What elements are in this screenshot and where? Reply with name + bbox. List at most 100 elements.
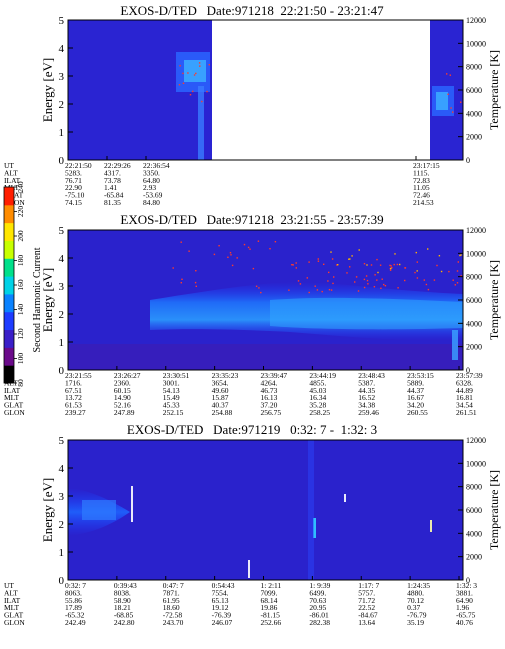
temperature-dot (370, 264, 373, 266)
colorbar-cell (4, 311, 14, 331)
temperature-dot (180, 241, 182, 243)
temperature-dot (351, 255, 353, 257)
colorbar-label: Second Harmonic Current (32, 247, 43, 352)
orbit-row-label: GLON (4, 198, 25, 207)
panel-2-ylabel: Energy [eV] (40, 268, 55, 332)
panel-3-spike-4 (344, 494, 346, 502)
orbit-value: 37.20 (261, 401, 278, 410)
orbit-value: -65.84 (104, 191, 124, 200)
temperature-dot (438, 255, 441, 257)
temperature-dot (450, 107, 452, 109)
colorbar-cell (4, 187, 14, 206)
colorbar-tick-label: 100 (16, 353, 25, 365)
temperature-dot (179, 65, 181, 67)
orbit-value: -65.32 (65, 611, 85, 620)
temperature-dot (330, 251, 332, 253)
panel-3-plot: 0 1 2 3 4 5 0 2000 4000 6000 8000 10000 12000 (59, 435, 487, 587)
orbit-value: 2.93 (143, 183, 156, 192)
energy-tick-label: 0 (59, 155, 65, 167)
temperature-tick-label: 2000 (466, 553, 482, 562)
orbit-value: 8063. (65, 588, 82, 597)
orbit-value: 44.37 (407, 386, 424, 395)
temperature-dot (365, 275, 368, 277)
orbit-value: 70.12 (407, 596, 424, 605)
orbit-value: 23:44:19 (309, 371, 336, 380)
panel-3-spike-1 (131, 486, 133, 522)
orbit-value: 6328. (456, 378, 473, 387)
orbit-value: 68.14 (261, 596, 278, 605)
orbit-value: 5757. (358, 588, 375, 597)
temperature-dot (456, 282, 459, 284)
temperature-dot (390, 267, 392, 270)
temperature-dot (449, 74, 451, 76)
energy-tick-label: 2 (59, 519, 65, 531)
temperature-dot (193, 74, 196, 76)
orbit-value: 58.90 (114, 596, 131, 605)
orbit-value: 45.03 (309, 386, 326, 395)
orbit-value: 7099. (261, 588, 278, 597)
orbit-value: 3350. (143, 168, 160, 177)
orbit-value: 61.53 (65, 401, 82, 410)
orbit-value: 1:32: 3 (456, 581, 477, 590)
orbit-row-label: ALT (4, 168, 18, 177)
temperature-dot (201, 100, 203, 103)
temperature-dot (425, 283, 428, 286)
temperature-dot (377, 271, 379, 274)
orbit-value: 0:54:43 (212, 581, 235, 590)
temperature-dot (327, 280, 329, 282)
temperature-dot (297, 280, 300, 282)
orbit-value: 214.53 (413, 198, 434, 207)
temperature-dot (208, 64, 210, 66)
temperature-dot (348, 258, 350, 260)
orbit-value: 22:21:50 (65, 161, 92, 170)
orbit-row-label: MLT (4, 603, 20, 612)
colorbar-cells (4, 187, 14, 384)
energy-tick-label: 1 (59, 127, 65, 139)
temperature-dot (332, 282, 334, 285)
orbit-row-label: ALT (4, 588, 18, 597)
orbit-value: 18.21 (114, 603, 131, 612)
temperature-dot (404, 267, 406, 269)
orbit-value: 242.49 (65, 618, 86, 627)
panel-2-axes: 0 1 2 3 4 5 0 2000 4000 6000 8000 10000 12000 (59, 225, 487, 377)
orbit-value: 2360. (114, 378, 131, 387)
temperature-tick-label: 8000 (466, 273, 482, 282)
orbit-value: 23:57:39 (456, 371, 483, 380)
temperature-dot (274, 241, 277, 243)
orbit-value: 1: 2:11 (261, 581, 282, 590)
panel-1-ylabel: Energy [eV] (40, 58, 55, 122)
orbit-row-label: ILAT (4, 596, 21, 605)
temperature-dot (231, 264, 234, 267)
temperature-dot (459, 254, 461, 257)
temperature-tick-label: 0 (466, 576, 470, 585)
orbit-value: 4264. (261, 378, 278, 387)
temperature-dot (427, 248, 429, 250)
orbit-value: 1:17: 7 (358, 581, 379, 590)
temperature-dot (243, 243, 246, 246)
temperature-tick-label: 2000 (466, 343, 482, 352)
panel-2-title: EXOS-D/TED Date:971218 23:21:55 - 23:57:… (120, 212, 383, 227)
temperature-dot (182, 72, 184, 75)
temperature-tick-label: 0 (466, 366, 470, 375)
panel-3-spike-3 (313, 518, 316, 538)
energy-tick-label: 3 (59, 281, 65, 293)
orbit-value: 1115. (413, 168, 429, 177)
temperature-dot (393, 263, 395, 266)
temperature-dot (363, 263, 366, 265)
orbit-row-label: ILAT (4, 176, 21, 185)
temperature-dot (380, 287, 382, 289)
temperature-dot (427, 288, 430, 291)
colorbar-cell (4, 276, 14, 295)
panel-1-plot: 0 1 2 3 4 5 0 2000 4000 6000 8000 10000 12000 (59, 15, 487, 167)
temperature-dot (213, 253, 216, 256)
orbit-value: 64.80 (143, 176, 160, 185)
panel-2-plot: 0 1 2 3 4 5 0 2000 4000 6000 8000 10000 12000 (59, 225, 487, 377)
orbit-value: 72.46 (413, 191, 430, 200)
temperature-dot (416, 277, 419, 279)
panel-1-title: EXOS-D/TED Date:971218 22:21:50 - 23:21:… (120, 3, 384, 18)
panel-1-emission-core-right (436, 92, 448, 110)
orbit-value: 1716. (65, 378, 82, 387)
orbit-value: 243.70 (163, 618, 184, 627)
temperature-dot (384, 285, 387, 287)
temperature-dot (180, 282, 182, 284)
